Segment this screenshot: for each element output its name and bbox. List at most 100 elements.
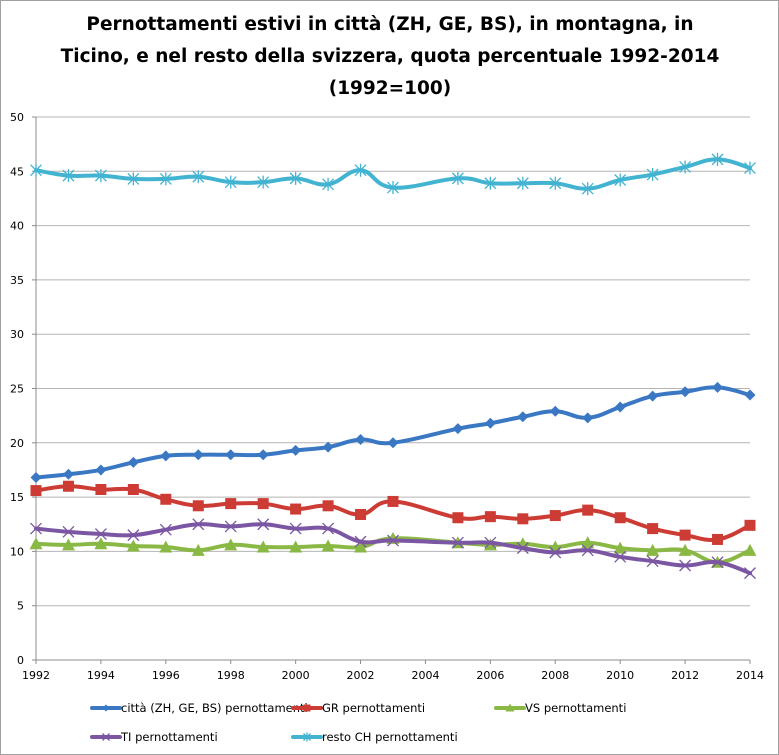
diamond-marker — [517, 411, 529, 423]
x-marker — [744, 567, 756, 580]
asterisk-marker — [303, 732, 311, 742]
series-line — [34, 385, 752, 480]
x-tick-label: 2012 — [671, 669, 699, 682]
square-marker — [30, 485, 42, 497]
x-marker — [549, 546, 562, 559]
asterisk-marker — [30, 163, 42, 177]
y-tick-label: 20 — [10, 437, 24, 450]
x-tick-label: 1992 — [22, 669, 50, 682]
asterisk-marker — [646, 168, 659, 182]
asterisk-marker — [614, 173, 627, 187]
square-marker — [257, 498, 269, 510]
legend-label: GR pernottamenti — [322, 701, 425, 715]
diamond-marker — [744, 389, 756, 401]
asterisk-marker — [62, 169, 75, 183]
triangle-marker — [613, 541, 627, 554]
x-tick-label: 2000 — [282, 669, 310, 682]
y-tick-label: 10 — [10, 545, 24, 558]
series-square — [30, 480, 756, 545]
diamond-marker — [127, 456, 139, 468]
diamond-marker — [62, 468, 74, 480]
triangle-marker — [126, 539, 140, 552]
asterisk-marker — [581, 182, 594, 196]
x-marker — [387, 534, 399, 547]
x-marker — [289, 522, 302, 535]
asterisk-marker — [192, 170, 205, 184]
diamond-marker — [679, 386, 691, 398]
legend-item: città (ZH, GE, BS) pernottamenti — [90, 701, 308, 715]
x-marker — [516, 542, 529, 555]
triangle-marker — [94, 537, 108, 550]
square-marker — [95, 483, 107, 495]
asterisk-marker — [159, 172, 172, 186]
asterisk-marker — [744, 161, 756, 175]
square-marker — [290, 503, 302, 515]
diamond-marker — [582, 412, 594, 424]
series-asterisk — [30, 152, 756, 196]
legend: città (ZH, GE, BS) pernottamenti GR perno… — [90, 701, 626, 744]
x-marker — [102, 733, 110, 741]
square-marker — [127, 483, 139, 495]
triangle-marker — [646, 543, 660, 556]
diamond-marker — [387, 437, 399, 449]
asterisk-marker — [289, 171, 302, 185]
asterisk-marker — [94, 169, 107, 183]
x-marker — [127, 529, 140, 542]
axes: 0 5 10 15 20 25 30 35 40 45 50 1992 1994 1996 1998 2000… — [10, 111, 764, 682]
x-tick-label: 2004 — [411, 669, 439, 682]
x-tick-label: 2014 — [736, 669, 764, 682]
square-marker — [225, 498, 237, 510]
series-x — [30, 518, 756, 580]
x-marker — [257, 518, 270, 531]
legend-item: TI pernottamenti — [90, 730, 218, 744]
square-marker — [160, 493, 172, 505]
x-tick-label: 2006 — [476, 669, 504, 682]
square-marker — [712, 533, 724, 545]
x-marker — [679, 559, 692, 572]
triangle-marker — [321, 539, 335, 552]
asterisk-marker — [679, 160, 692, 174]
asterisk-marker — [354, 163, 367, 177]
title-line-3: (1992=100) — [329, 78, 452, 99]
diamond-marker — [225, 449, 237, 461]
x-marker — [451, 536, 464, 549]
triangle-marker — [354, 540, 368, 553]
legend-label: città (ZH, GE, BS) pernottamenti — [121, 701, 308, 715]
y-tick-label: 50 — [10, 111, 24, 124]
triangle-marker — [678, 543, 692, 556]
title-line-1: Pernottamenti estivi in città (ZH, GE, B… — [86, 14, 693, 35]
diamond-marker — [160, 450, 172, 462]
asterisk-marker — [257, 175, 270, 189]
x-tick-label: 1998 — [217, 669, 245, 682]
triangle-marker — [61, 538, 75, 551]
diamond-marker — [647, 390, 659, 402]
chart-title: Pernottamenti estivi in città (ZH, GE, B… — [61, 14, 720, 99]
triangle-marker — [743, 543, 757, 556]
square-marker — [62, 480, 74, 492]
square-marker — [322, 500, 334, 512]
x-marker — [581, 544, 594, 557]
x-tick-label: 2010 — [606, 669, 634, 682]
triangle-marker — [29, 537, 43, 550]
y-tick-label: 0 — [17, 654, 24, 667]
title-line-2: Ticino, e nel resto della svizzera, quot… — [61, 46, 720, 67]
x-marker — [322, 522, 335, 535]
triangle-marker — [581, 536, 595, 549]
series-diamond — [30, 381, 756, 484]
x-tick-label: 1996 — [152, 669, 180, 682]
square-marker — [355, 508, 367, 520]
x-marker — [192, 518, 205, 531]
legend-label: VS pernottamenti — [525, 701, 626, 715]
diamond-marker — [484, 417, 496, 429]
x-marker — [30, 522, 42, 535]
triangle-marker — [289, 540, 303, 553]
triangle-marker — [191, 543, 205, 556]
x-marker — [94, 528, 107, 540]
y-tick-label: 15 — [10, 491, 24, 504]
x-marker — [484, 536, 497, 549]
x-marker — [614, 550, 627, 563]
x-tick-label: 2008 — [541, 669, 569, 682]
x-marker — [711, 556, 724, 569]
triangle-marker — [505, 703, 515, 712]
asterisk-marker — [516, 176, 529, 190]
